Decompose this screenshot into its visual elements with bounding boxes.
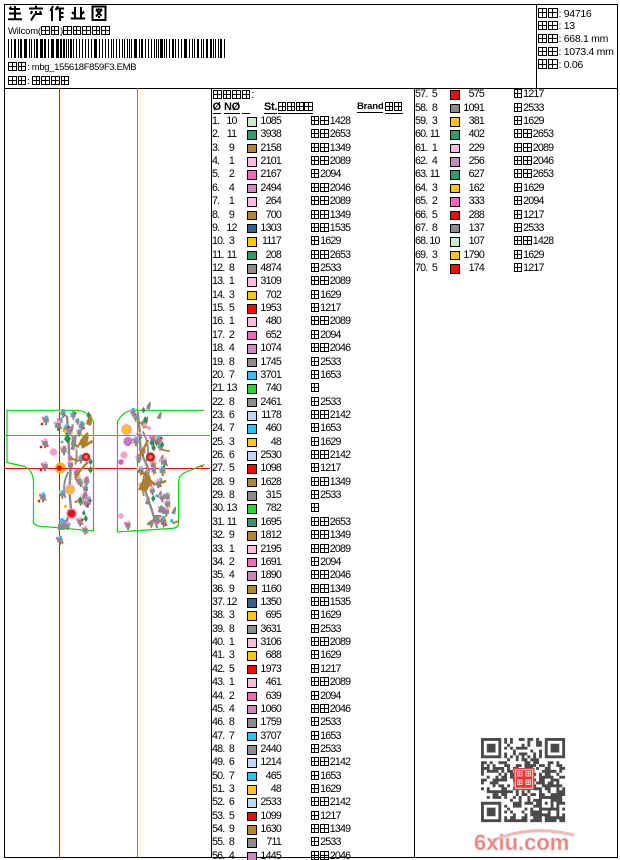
svg-text:6xiu.com: 6xiu.com <box>474 830 569 855</box>
